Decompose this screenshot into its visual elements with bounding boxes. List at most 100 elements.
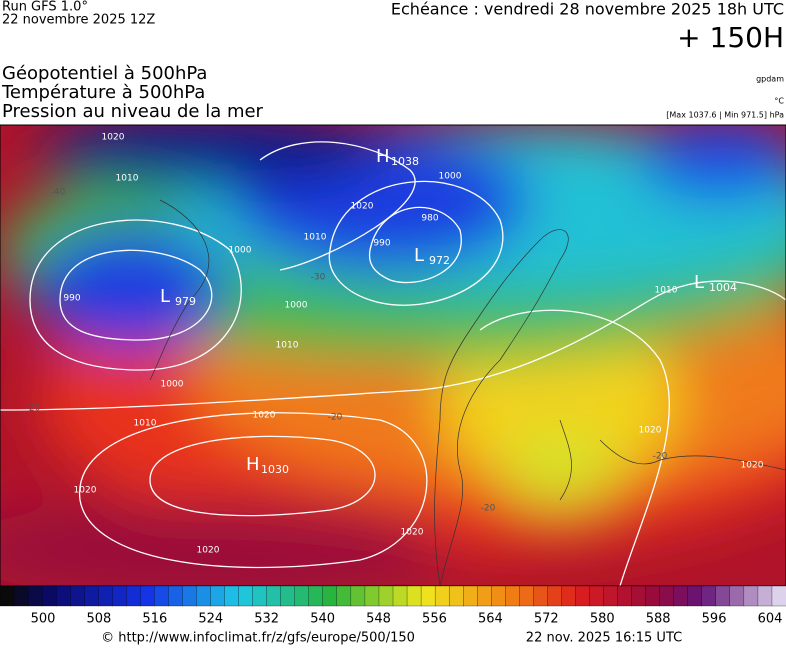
center-value: 972 [429, 254, 450, 267]
isobar-label: 1020 [351, 202, 374, 212]
colorbar-swatch [533, 585, 548, 607]
colorbar-swatch [491, 585, 506, 607]
colorbar-swatch [575, 585, 590, 607]
center-value: 1030 [261, 463, 289, 476]
legend-line: Géopotentiel à 500hPa [2, 63, 207, 84]
legend-line: Température à 500hPa [1, 82, 205, 103]
colorbar-label: 564 [478, 612, 503, 627]
colorbar-swatch [477, 585, 492, 607]
center-value: 1038 [391, 155, 419, 168]
isobar-label: 1000 [285, 301, 308, 311]
temperature-label: -20 [653, 452, 668, 462]
legend-line: Pression au niveau de la mer [2, 101, 264, 122]
colorbar-label: 500 [31, 612, 56, 627]
generated: 22 nov. 2025 16:15 UTC [526, 631, 682, 646]
valid-time: Echéance : vendredi 28 novembre 2025 18h… [391, 0, 784, 19]
colorbar-swatch [434, 585, 450, 607]
colorbar-swatch [322, 585, 338, 607]
colorbar-swatch [505, 585, 520, 607]
colorbar-swatch [252, 585, 268, 607]
isobar-label: 1020 [253, 411, 276, 421]
colorbar-swatch [378, 585, 394, 607]
colorbar-swatch [182, 585, 197, 607]
colorbar-swatch [308, 585, 324, 607]
isobar-label: 1000 [439, 172, 462, 182]
isobar-label: 990 [63, 294, 80, 304]
colorbar-label: 596 [702, 612, 727, 627]
isobars [0, 141, 786, 586]
isobar-label: 1000 [161, 380, 184, 390]
unit-label: [Max 1037.6 | Min 971.5] hPa [666, 111, 784, 120]
colorbar-label: 580 [590, 612, 615, 627]
center-value: 1004 [709, 281, 737, 294]
temperature-label: -30 [311, 273, 326, 283]
temperature-label: -20 [26, 404, 41, 414]
colorbar-label: 604 [758, 612, 783, 627]
colorbar-swatch [617, 585, 633, 607]
isobar-label: 1020 [74, 486, 97, 496]
colorbar-swatch [266, 585, 282, 607]
unit-label: °C [774, 97, 784, 106]
colorbar-label: 548 [366, 612, 391, 627]
colorbar-swatch [392, 585, 408, 607]
temperature-label: -20 [328, 413, 343, 423]
lead-time: + 150H [677, 21, 784, 54]
isobar-label: 1010 [116, 174, 139, 184]
colorbar-label: 508 [87, 612, 112, 627]
colorbar-swatch [701, 585, 717, 607]
colorbar-swatch [210, 585, 226, 607]
source: © http://www.infoclimat.fr/z/gfs/europe/… [101, 631, 415, 646]
colorbar: 500 508 516 524 532 540 548 556 564 572 580 588 596 6… [0, 585, 786, 627]
colorbar-swatch [294, 585, 310, 607]
isobar-label: 1020 [741, 461, 764, 471]
colorbar-swatch [350, 585, 366, 607]
colorbar-label: 516 [142, 612, 167, 627]
run-label: Run GFS 1.0° [2, 0, 88, 15]
colorbar-swatch [406, 585, 422, 607]
isobar-label: 1010 [304, 233, 327, 243]
colorbar-swatch [55, 585, 71, 607]
colorbar-swatch [238, 585, 254, 607]
unit-label: gpdam [756, 75, 784, 84]
isobar-label: 980 [421, 214, 438, 224]
colorbar-swatch [757, 585, 773, 607]
colorbar-swatch [715, 585, 731, 607]
colorbar-swatch [196, 585, 211, 607]
isobar-label: 1020 [401, 528, 424, 538]
colorbar-swatch [140, 585, 155, 607]
isobar-label: 1020 [102, 133, 125, 143]
center-type: L [694, 272, 704, 293]
colorbar-swatch [519, 585, 534, 607]
isobar-label: 1020 [639, 426, 662, 436]
colorbar-swatch [729, 585, 745, 607]
isobar-label: 1000 [229, 246, 252, 256]
temperature-label: -40 [51, 188, 66, 198]
temperature-label: -20 [481, 504, 496, 514]
colorbar-swatch [364, 585, 380, 607]
colorbar-swatch [126, 585, 141, 607]
colorbar-swatch [547, 585, 562, 607]
colorbar-swatch [84, 585, 99, 607]
run-date: 22 novembre 2025 12Z [2, 13, 155, 28]
colorbar-swatch [659, 585, 675, 607]
colorbar-swatch [420, 585, 436, 607]
colorbar-swatch [561, 585, 576, 607]
colorbar-swatch [771, 585, 786, 607]
center-type: L [414, 245, 424, 266]
colorbar-swatch [631, 585, 647, 607]
colorbar-swatch [687, 585, 703, 607]
colorbar-swatch [603, 585, 619, 607]
isobar-label: 1010 [655, 286, 678, 296]
colorbar-swatch [0, 585, 15, 607]
isobar-label: 1010 [134, 419, 157, 429]
colorbar-swatch [98, 585, 113, 607]
colorbar-swatch [645, 585, 661, 607]
colorbar-swatch [154, 585, 169, 607]
colorbar-swatch [463, 585, 478, 607]
map-field [0, 125, 786, 586]
colorbar-label: 556 [422, 612, 447, 627]
center-type: H [246, 454, 260, 475]
colorbar-swatch [70, 585, 85, 607]
colorbar-swatch [743, 585, 759, 607]
colorbar-label: 540 [310, 612, 335, 627]
